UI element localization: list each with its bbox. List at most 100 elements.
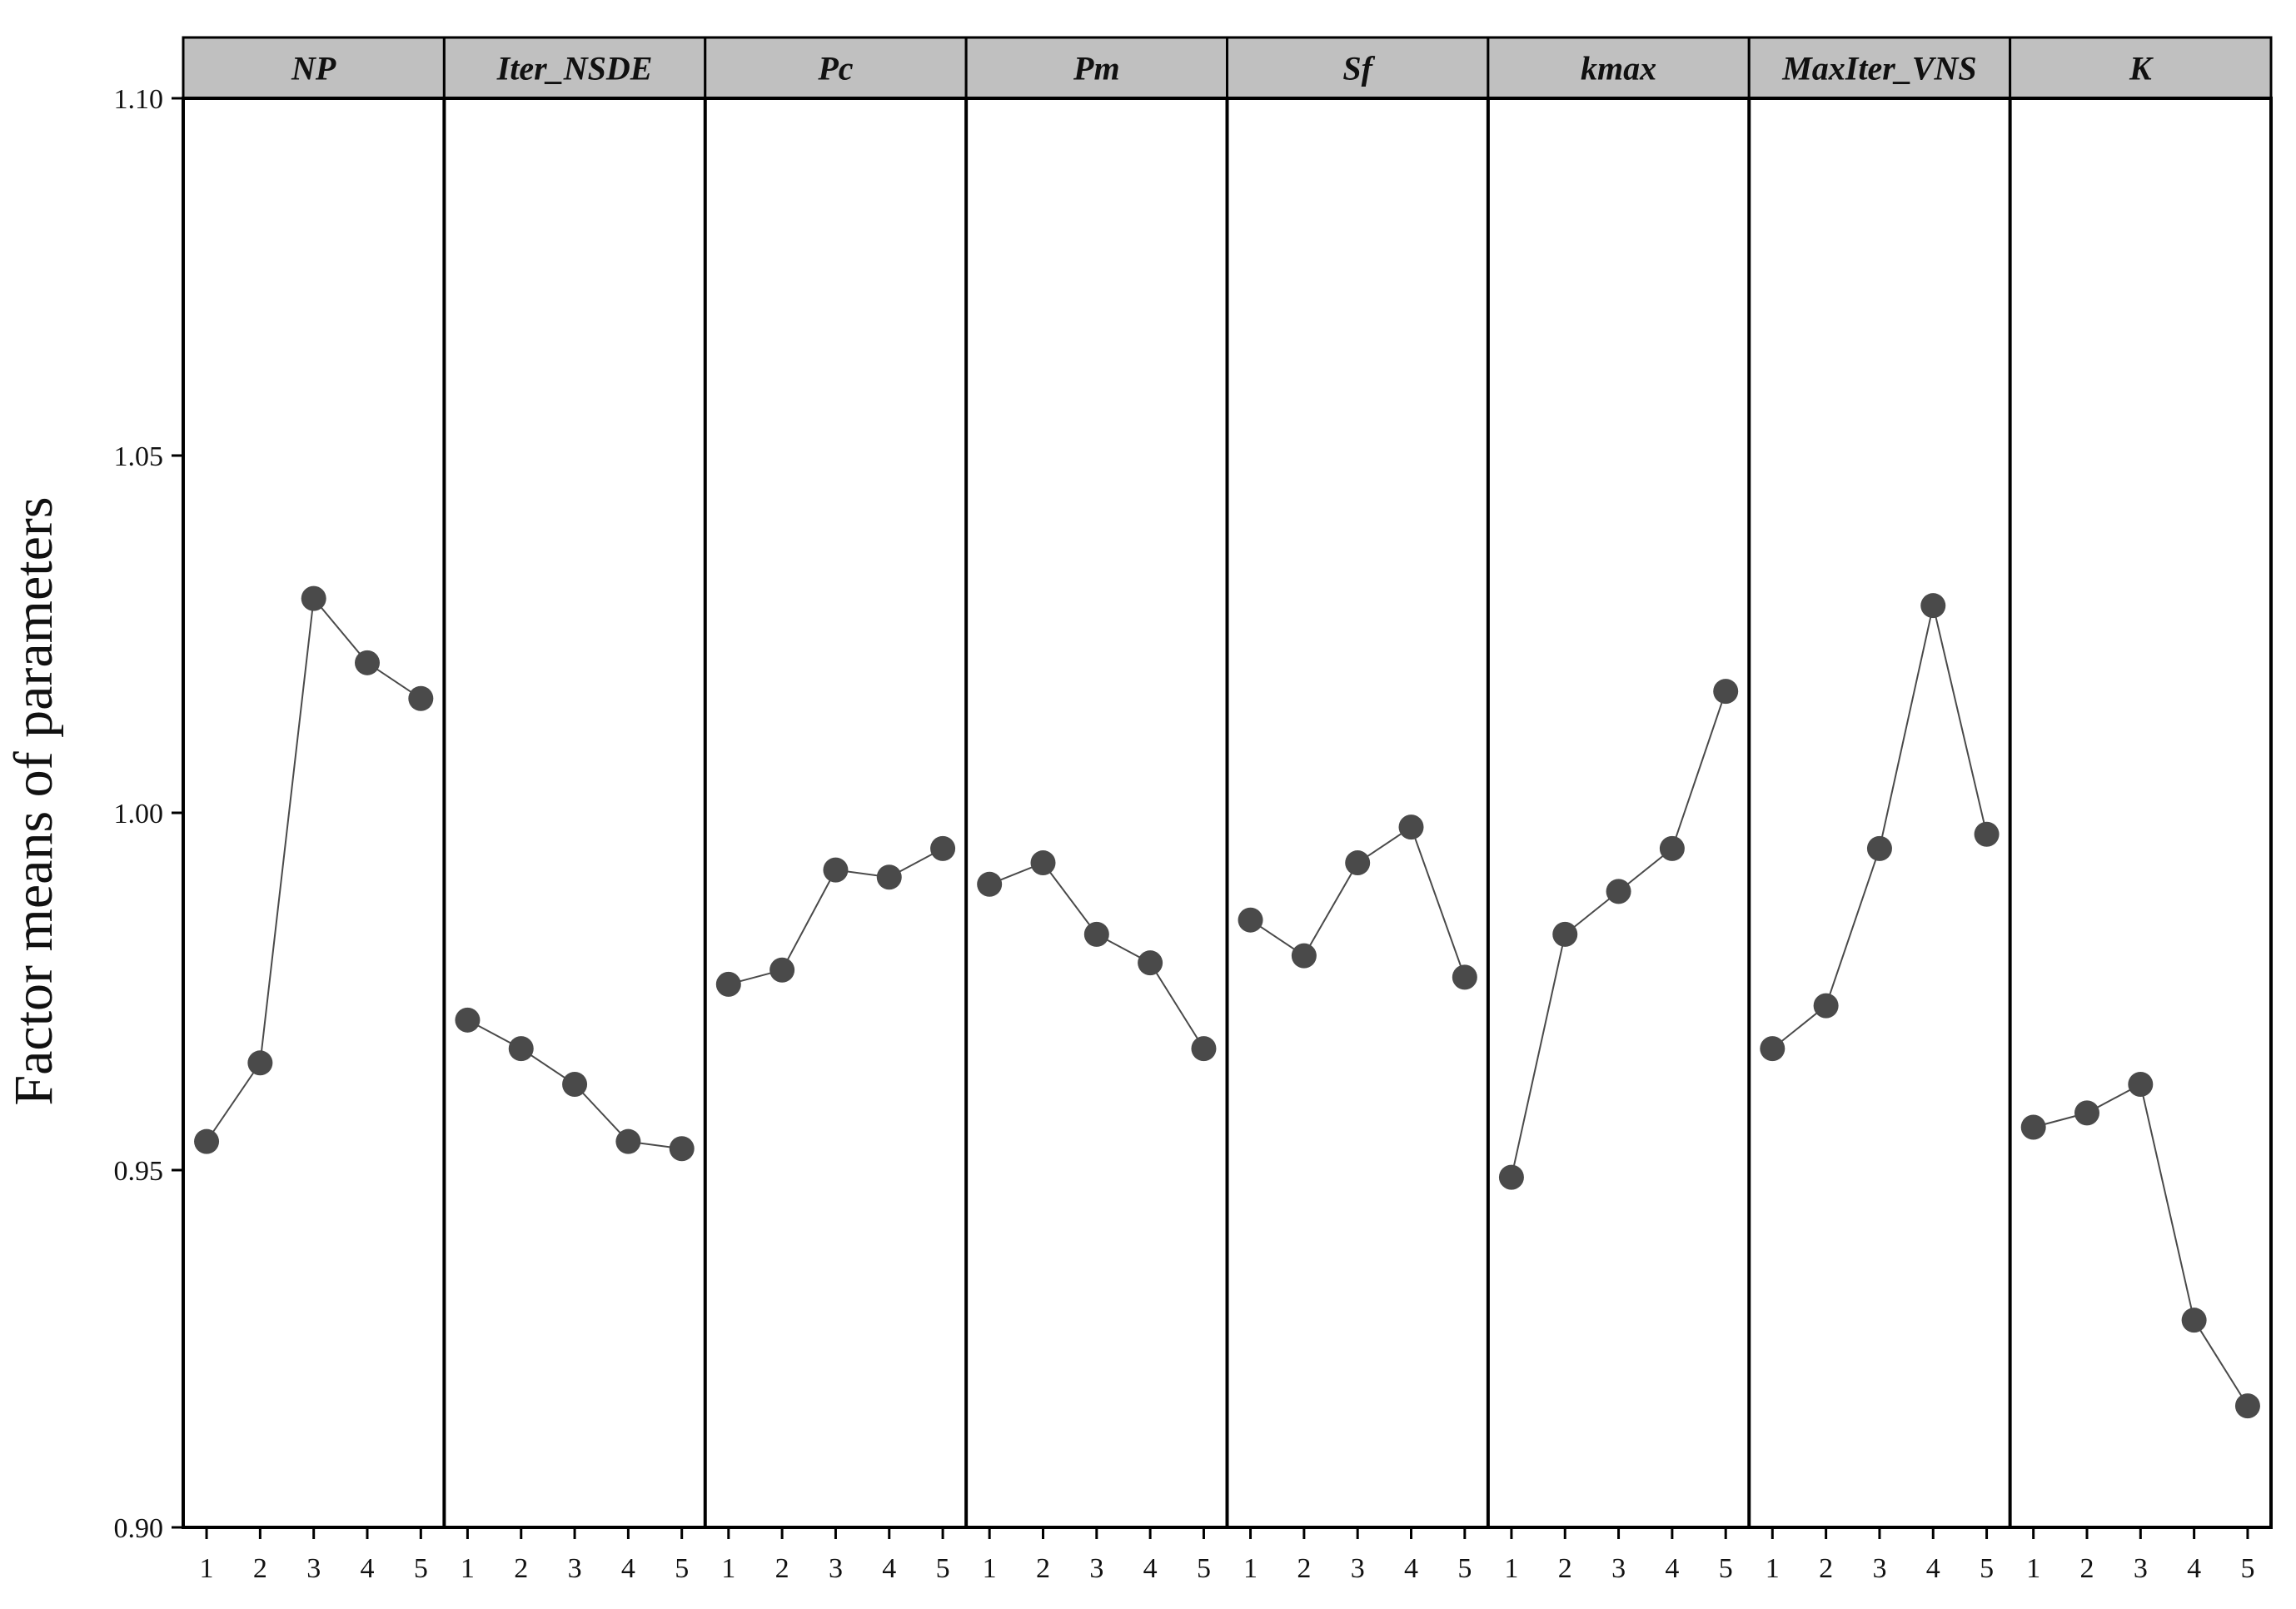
data-point bbox=[1974, 821, 2000, 847]
data-point bbox=[823, 857, 849, 883]
data-point bbox=[1238, 907, 1263, 933]
y-tick-label: 1.00 bbox=[114, 799, 164, 829]
panel-sf: Sf 1 2 3 4 5 bbox=[1226, 36, 1490, 1584]
data-point bbox=[1138, 950, 1163, 976]
data-point bbox=[1760, 1036, 1786, 1062]
data-point bbox=[2234, 1393, 2260, 1419]
data-point bbox=[1866, 835, 1892, 861]
y-tick-label: 0.90 bbox=[114, 1513, 164, 1544]
data-point bbox=[1191, 1036, 1217, 1062]
x-tick-label: 3 bbox=[1611, 1553, 1626, 1584]
panel-header-label: MaxIter_VNS bbox=[1781, 50, 1976, 87]
y-tick-label: 1.10 bbox=[114, 84, 164, 115]
data-point bbox=[194, 1128, 220, 1154]
x-tick-label: 4 bbox=[1665, 1553, 1679, 1584]
data-point bbox=[1291, 943, 1317, 969]
x-tick-label: 3 bbox=[1089, 1553, 1103, 1584]
plot-frame bbox=[182, 97, 2273, 1529]
data-point bbox=[1659, 835, 1685, 861]
x-tick-label: 2 bbox=[514, 1553, 528, 1584]
x-tick-label: 4 bbox=[621, 1553, 635, 1584]
y-tick-label: 1.05 bbox=[114, 441, 164, 472]
data-point bbox=[355, 650, 381, 675]
data-point bbox=[876, 864, 902, 890]
panel-header-label: Sf bbox=[1342, 50, 1375, 87]
data-point bbox=[977, 871, 1003, 897]
data-point bbox=[1552, 921, 1578, 947]
x-tick-label: 5 bbox=[2240, 1553, 2254, 1584]
x-tick-label: 5 bbox=[414, 1553, 428, 1584]
y-axis-label: Factor means of parameters bbox=[3, 496, 64, 1105]
x-tick-label: 5 bbox=[936, 1553, 950, 1584]
x-tick-label: 3 bbox=[2134, 1553, 2148, 1584]
panel-pc: Pc 1 2 3 4 5 bbox=[704, 36, 968, 1584]
series-line bbox=[1771, 605, 1988, 1049]
panel-kmax: kmax 1 2 3 4 5 bbox=[1487, 36, 1751, 1584]
data-point bbox=[1398, 814, 1424, 840]
data-point bbox=[1083, 921, 1109, 947]
data-point bbox=[1813, 993, 1839, 1019]
x-tick-label: 5 bbox=[1457, 1553, 1472, 1584]
panel-header-label: NP bbox=[291, 50, 336, 87]
x-tick-label: 2 bbox=[1819, 1553, 1833, 1584]
data-point bbox=[715, 971, 741, 997]
x-tick-label: 4 bbox=[882, 1553, 896, 1584]
series-line bbox=[206, 596, 421, 1143]
x-tick-label: 1 bbox=[1243, 1553, 1258, 1584]
data-point bbox=[2128, 1072, 2154, 1098]
panel-header bbox=[442, 36, 707, 100]
panel-header-label: kmax bbox=[1581, 50, 1656, 87]
panel-header-label: K bbox=[2129, 50, 2154, 87]
x-tick-label: 3 bbox=[1351, 1553, 1365, 1584]
panel-k: K 1 2 3 4 5 bbox=[2009, 36, 2273, 1584]
data-point bbox=[1345, 850, 1371, 876]
panel-header-label: Iter_NSDE bbox=[496, 50, 653, 87]
x-tick-label: 3 bbox=[1872, 1553, 1886, 1584]
data-point bbox=[930, 835, 956, 861]
x-tick-label: 1 bbox=[983, 1553, 997, 1584]
x-tick-label: 5 bbox=[675, 1553, 689, 1584]
panel-header bbox=[182, 36, 446, 100]
data-point bbox=[1713, 679, 1739, 705]
panel-iter-nsde: Iter_NSDE 1 2 3 4 5 bbox=[442, 36, 707, 1584]
series-line bbox=[989, 861, 1205, 1049]
panel-header bbox=[704, 36, 968, 100]
x-tick-label: 2 bbox=[1036, 1553, 1050, 1584]
data-point bbox=[1452, 964, 1477, 990]
data-point bbox=[769, 957, 795, 983]
x-tick-label: 2 bbox=[253, 1553, 267, 1584]
data-point bbox=[1030, 850, 1056, 876]
panel-pm: Pm 1 2 3 4 5 bbox=[964, 36, 1228, 1584]
x-tick-label: 5 bbox=[1197, 1553, 1211, 1584]
series-line bbox=[2033, 1083, 2249, 1407]
y-axis-label-group: Factor means of parameters bbox=[3, 496, 64, 1105]
x-tick-label: 5 bbox=[1719, 1553, 1733, 1584]
data-point bbox=[301, 585, 326, 611]
data-point bbox=[508, 1036, 534, 1062]
plot-border bbox=[182, 97, 2273, 1529]
x-tick-label: 1 bbox=[1766, 1553, 1780, 1584]
x-tick-label: 4 bbox=[1143, 1553, 1158, 1584]
panel-np: NP 1 2 3 4 5 bbox=[182, 36, 446, 1584]
panel-header bbox=[964, 36, 1228, 100]
series-line bbox=[1510, 690, 1727, 1178]
data-point bbox=[2181, 1308, 2207, 1333]
panel-header bbox=[2009, 36, 2273, 100]
x-tick-label: 4 bbox=[2187, 1553, 2201, 1584]
x-tick-label: 2 bbox=[1558, 1553, 1572, 1584]
data-point bbox=[562, 1072, 588, 1098]
y-axis: 0.90 0.95 1.00 1.05 1.10 bbox=[114, 84, 183, 1544]
x-tick-label: 1 bbox=[1504, 1553, 1518, 1584]
panels: NP 1 2 3 4 5 Iter_NSDE 1 2 3 4 5 Pc 1 2 3 4 5 Pm 1 2 3 4 5 Sf 1 2 3… bbox=[182, 36, 2273, 1584]
data-point bbox=[1920, 593, 1946, 619]
data-point bbox=[1606, 879, 1631, 904]
series-line bbox=[1249, 825, 1466, 978]
x-tick-label: 4 bbox=[361, 1553, 375, 1584]
data-point bbox=[1498, 1164, 1524, 1190]
x-tick-label: 4 bbox=[1926, 1553, 1940, 1584]
x-tick-label: 3 bbox=[829, 1553, 843, 1584]
x-tick-label: 3 bbox=[568, 1553, 582, 1584]
x-tick-label: 1 bbox=[461, 1553, 475, 1584]
